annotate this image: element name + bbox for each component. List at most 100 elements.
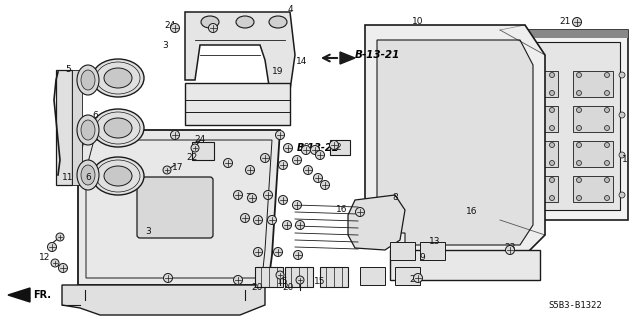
Circle shape [605, 196, 609, 201]
Text: 6: 6 [92, 110, 98, 120]
Circle shape [170, 24, 179, 33]
Circle shape [273, 248, 282, 256]
FancyBboxPatch shape [518, 106, 558, 132]
Ellipse shape [77, 65, 99, 95]
FancyBboxPatch shape [573, 141, 613, 167]
Circle shape [170, 130, 179, 139]
FancyBboxPatch shape [395, 267, 420, 285]
Circle shape [550, 91, 554, 95]
Text: 7: 7 [245, 192, 251, 202]
Text: 14: 14 [296, 57, 308, 66]
Ellipse shape [77, 115, 99, 145]
FancyBboxPatch shape [330, 140, 350, 155]
Circle shape [253, 216, 262, 225]
Circle shape [550, 196, 554, 201]
Circle shape [522, 91, 527, 95]
Circle shape [550, 143, 554, 147]
Circle shape [296, 276, 304, 284]
Polygon shape [348, 195, 405, 250]
FancyBboxPatch shape [320, 267, 348, 287]
Circle shape [330, 140, 339, 150]
Circle shape [191, 144, 199, 152]
Circle shape [605, 91, 609, 95]
Ellipse shape [269, 16, 287, 28]
Circle shape [605, 125, 609, 130]
Circle shape [503, 72, 509, 78]
Circle shape [241, 213, 250, 222]
Circle shape [619, 152, 625, 158]
Text: 3: 3 [162, 41, 168, 49]
Circle shape [278, 160, 287, 169]
Circle shape [276, 271, 284, 279]
Circle shape [260, 153, 269, 162]
Circle shape [355, 207, 365, 217]
Circle shape [577, 160, 582, 166]
Circle shape [577, 72, 582, 78]
Text: 18: 18 [300, 144, 311, 152]
Circle shape [550, 108, 554, 113]
Ellipse shape [201, 16, 219, 28]
Circle shape [550, 125, 554, 130]
Polygon shape [365, 25, 545, 255]
Circle shape [316, 151, 324, 160]
Polygon shape [62, 285, 265, 315]
Ellipse shape [81, 165, 95, 185]
Circle shape [47, 242, 56, 251]
FancyBboxPatch shape [360, 267, 385, 285]
Text: 5: 5 [65, 65, 71, 75]
Text: 22: 22 [186, 152, 198, 161]
Circle shape [234, 190, 243, 199]
Text: 19: 19 [272, 68, 284, 77]
FancyBboxPatch shape [285, 267, 313, 287]
FancyBboxPatch shape [573, 106, 613, 132]
Circle shape [577, 125, 582, 130]
Circle shape [294, 250, 303, 259]
Circle shape [314, 174, 323, 182]
Text: 2: 2 [335, 144, 341, 152]
Circle shape [284, 144, 292, 152]
Ellipse shape [77, 160, 99, 190]
Polygon shape [390, 250, 540, 280]
Circle shape [223, 159, 232, 167]
Circle shape [303, 166, 312, 174]
Text: 11: 11 [62, 174, 74, 182]
Circle shape [503, 112, 509, 118]
Circle shape [264, 190, 273, 199]
Circle shape [573, 18, 582, 26]
Circle shape [522, 177, 527, 182]
Text: 17: 17 [172, 164, 184, 173]
Circle shape [292, 201, 301, 210]
FancyBboxPatch shape [573, 176, 613, 202]
Circle shape [522, 108, 527, 113]
Circle shape [605, 72, 609, 78]
Text: 23: 23 [504, 243, 516, 253]
Text: B-13-21: B-13-21 [355, 50, 401, 60]
Polygon shape [340, 52, 355, 64]
FancyBboxPatch shape [72, 70, 82, 185]
FancyBboxPatch shape [500, 30, 628, 220]
Text: 1: 1 [622, 155, 628, 165]
Circle shape [246, 166, 255, 174]
Text: FR.: FR. [33, 290, 51, 300]
Circle shape [619, 72, 625, 78]
Text: 16: 16 [336, 205, 348, 214]
Circle shape [550, 177, 554, 182]
Ellipse shape [104, 118, 132, 138]
Ellipse shape [104, 68, 132, 88]
Text: 9: 9 [419, 254, 425, 263]
Circle shape [248, 194, 257, 203]
Circle shape [550, 72, 554, 78]
Text: 24: 24 [195, 136, 205, 145]
Text: B-13-21: B-13-21 [297, 143, 339, 153]
Circle shape [605, 143, 609, 147]
Circle shape [292, 155, 301, 165]
Ellipse shape [81, 70, 95, 90]
FancyBboxPatch shape [518, 141, 558, 167]
Circle shape [278, 196, 287, 204]
Circle shape [522, 160, 527, 166]
Polygon shape [185, 12, 295, 92]
Circle shape [506, 246, 515, 255]
Text: 4: 4 [287, 5, 293, 14]
FancyBboxPatch shape [185, 83, 290, 125]
Circle shape [503, 152, 509, 158]
